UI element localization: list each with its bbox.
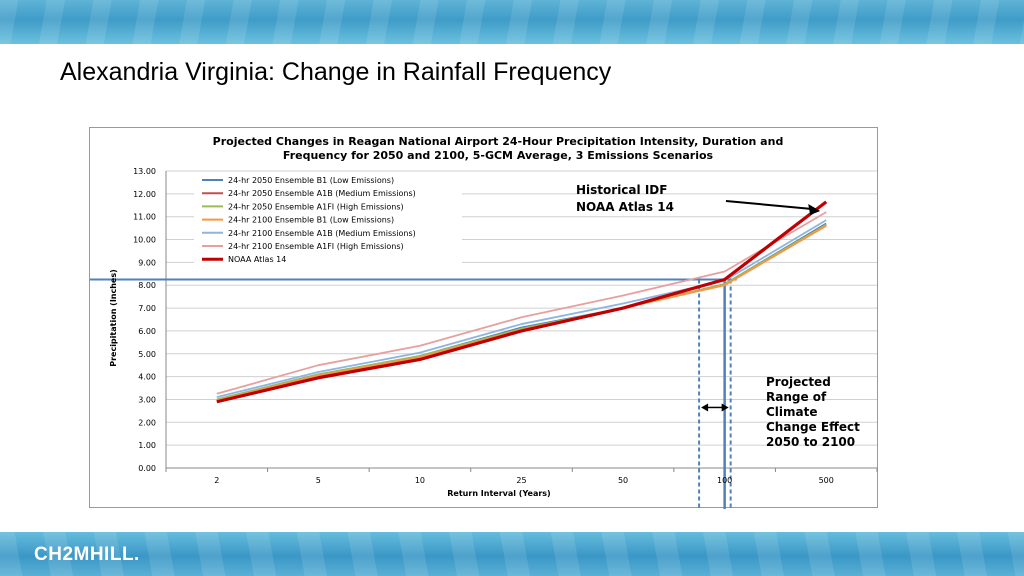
y-axis-title: Precipitation (Inches) [109, 269, 118, 367]
chart-title-line-1: Projected Changes in Reagan National Air… [213, 135, 784, 148]
y-tick-label-8.00: 8.00 [138, 281, 156, 290]
legend-box [194, 173, 462, 276]
range-arrow-head-left [701, 403, 709, 412]
x-tick-label-100: 100 [717, 476, 732, 485]
y-tick-label-2.00: 2.00 [138, 418, 156, 427]
y-tick-label-7.00: 7.00 [138, 304, 156, 313]
bottom-banner-texture [0, 532, 1024, 576]
annotation-range-line-5: 2050 to 2100 [766, 435, 855, 449]
series-line-7 [216, 200, 828, 404]
y-tick-label-11.00: 11.00 [133, 213, 156, 222]
legend-label-7: NOAA Atlas 14 [228, 255, 286, 264]
company-logo: CH2MHILL. [34, 544, 140, 565]
x-tick-label-5: 5 [316, 476, 321, 485]
rainfall-chart: Projected Changes in Reagan National Air… [90, 135, 878, 509]
x-axis-ticks: 2 5 10 25 50 100 500 [214, 476, 834, 485]
chart-frame: Projected Changes in Reagan National Air… [89, 127, 878, 509]
x-tick-label-2: 2 [214, 476, 219, 485]
annotation-pointer-head [808, 203, 821, 215]
top-banner-texture [0, 0, 1024, 44]
y-tick-label-5.00: 5.00 [138, 350, 156, 359]
annotation-range-line-4: Change Effect [766, 420, 860, 434]
legend-label-4: 24-hr 2100 Ensemble B1 (Low Emissions) [228, 216, 394, 225]
y-tick-label-4.00: 4.00 [138, 373, 156, 382]
y-tick-label-13.00: 13.00 [133, 167, 156, 176]
legend-label-1: 24-hr 2050 Ensemble B1 (Low Emissions) [228, 176, 394, 185]
series-lines [216, 200, 828, 404]
reference-vertical-lines [698, 279, 732, 509]
x-axis-title: Return Interval (Years) [447, 489, 550, 498]
chart-title-line-2: Frequency for 2050 and 2100, 5-GCM Avera… [283, 149, 714, 162]
x-tick-label-50: 50 [618, 476, 628, 485]
series-line-6 [216, 211, 827, 395]
annotations: Historical IDF NOAA Atlas 14 Projected R… [576, 183, 860, 449]
slide-title: Alexandria Virginia: Change in Rainfall … [60, 58, 612, 86]
legend: 24-hr 2050 Ensemble B1 (Low Emissions) 24… [194, 173, 462, 276]
legend-label-3: 24-hr 2050 Ensemble A1FI (High Emissions… [228, 202, 404, 211]
x-tick-label-500: 500 [819, 476, 834, 485]
y-tick-label-1.00: 1.00 [138, 441, 156, 450]
y-tick-label-10.00: 10.00 [133, 236, 156, 245]
annotation-pointer-shaft [725, 200, 813, 210]
x-tick-label-10: 10 [415, 476, 425, 485]
y-tick-label-6.00: 6.00 [138, 327, 156, 336]
annotation-historical-idf-line-2: NOAA Atlas 14 [576, 200, 674, 214]
legend-label-5: 24-hr 2100 Ensemble A1B (Medium Emission… [228, 229, 416, 238]
y-axis-ticks: 0.00 1.00 2.00 3.00 4.00 5.00 6.00 7.00 8.00 9.00… [133, 167, 156, 473]
y-tick-label-0.00: 0.00 [138, 464, 156, 473]
range-arrow-head-right [721, 403, 729, 412]
top-banner [0, 0, 1024, 44]
legend-label-6: 24-hr 2100 Ensemble A1FI (High Emissions… [228, 242, 404, 251]
bottom-banner [0, 532, 1024, 576]
annotation-historical-idf-line-1: Historical IDF [576, 183, 667, 197]
annotation-range-line-3: Climate [766, 405, 818, 419]
y-tick-label-12.00: 12.00 [133, 190, 156, 199]
annotation-range-line-1: Projected [766, 375, 831, 389]
y-tick-label-3.00: 3.00 [138, 395, 156, 404]
series-line-3 [216, 223, 827, 401]
legend-label-2: 24-hr 2050 Ensemble A1B (Medium Emission… [228, 189, 416, 198]
y-tick-label-9.00: 9.00 [138, 258, 156, 267]
x-tick-label-25: 25 [516, 476, 526, 485]
annotation-range-line-2: Range of [766, 390, 827, 404]
